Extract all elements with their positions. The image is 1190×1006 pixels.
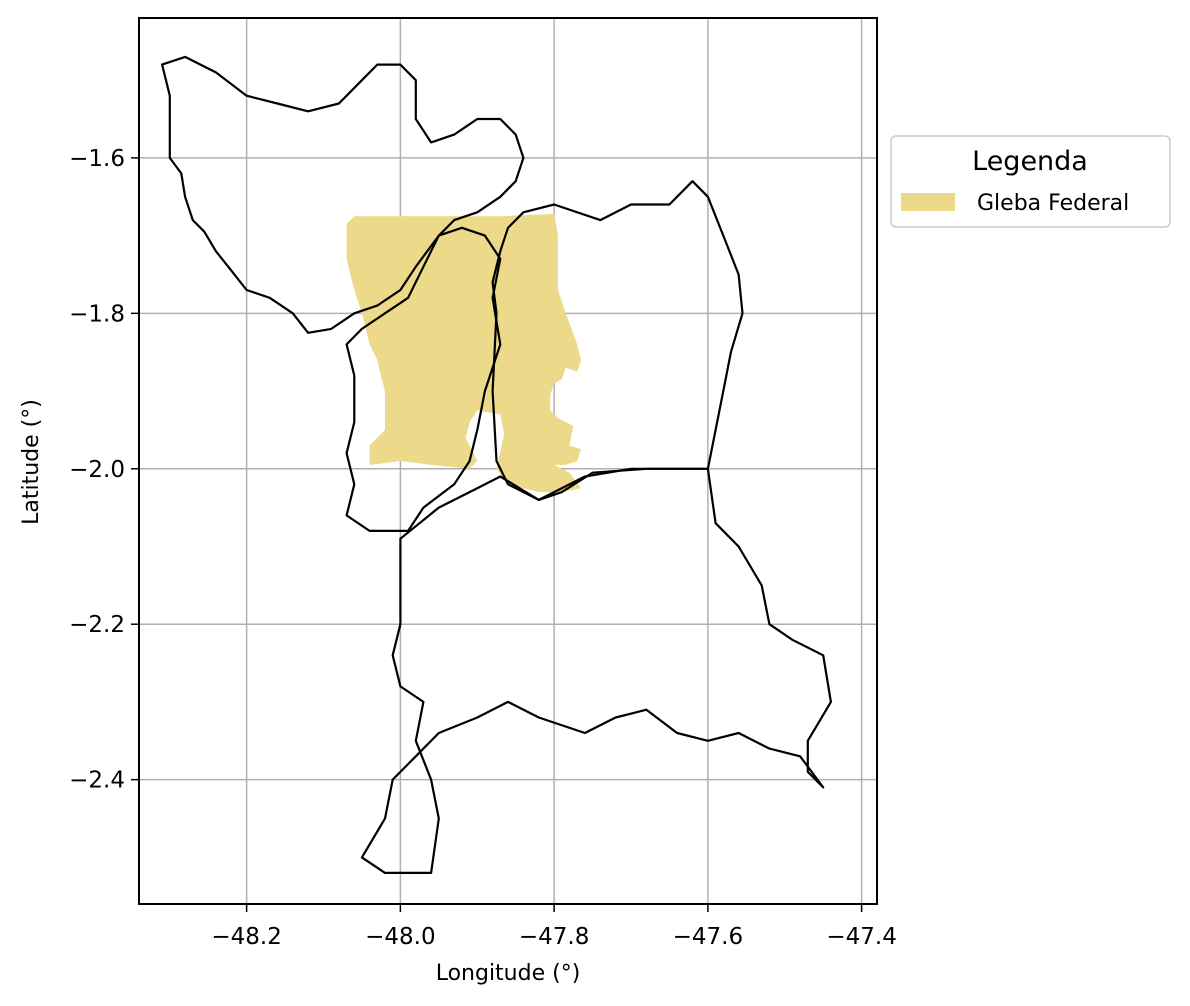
x-axis-label: Longitude (°) bbox=[436, 961, 581, 986]
y-tick-label: −2.0 bbox=[69, 457, 125, 483]
grid-layer bbox=[139, 18, 877, 904]
legend-label-gleba-federal: Gleba Federal bbox=[977, 191, 1129, 216]
legend-title: Legenda bbox=[972, 146, 1088, 177]
x-tick-label: −47.4 bbox=[826, 924, 896, 950]
legend-box bbox=[890, 135, 1171, 228]
y-axis-label: Latitude (°) bbox=[19, 399, 44, 525]
x-tick-label: −48.0 bbox=[365, 924, 435, 950]
municipio-sul-boundary bbox=[360, 467, 832, 874]
y-tick-label: −2.2 bbox=[69, 612, 125, 638]
gleba-federal-area bbox=[346, 213, 581, 493]
plot-frame bbox=[138, 17, 878, 905]
legend: Legenda Gleba Federal bbox=[890, 135, 1171, 228]
municipio-central-boundary bbox=[345, 226, 502, 532]
tick-layer: −48.2 −48.0 −47.8 −47.6 −47.4 −1.6 −1.8 −2.0 −2.… bbox=[69, 146, 897, 950]
x-tick-label: −47.8 bbox=[519, 924, 589, 950]
gleba-layer bbox=[346, 213, 581, 493]
y-tick-label: −1.8 bbox=[69, 301, 125, 327]
x-tick-label: −47.6 bbox=[673, 924, 743, 950]
municipio-norte-boundary bbox=[161, 55, 525, 334]
municipio-leste-boundary bbox=[491, 180, 744, 501]
x-tick-label: −48.2 bbox=[211, 924, 281, 950]
legend-swatch-gleba-federal bbox=[901, 193, 955, 211]
boundary-layer bbox=[161, 55, 832, 874]
y-tick-label: −2.4 bbox=[69, 768, 125, 794]
y-tick-label: −1.6 bbox=[69, 146, 125, 172]
